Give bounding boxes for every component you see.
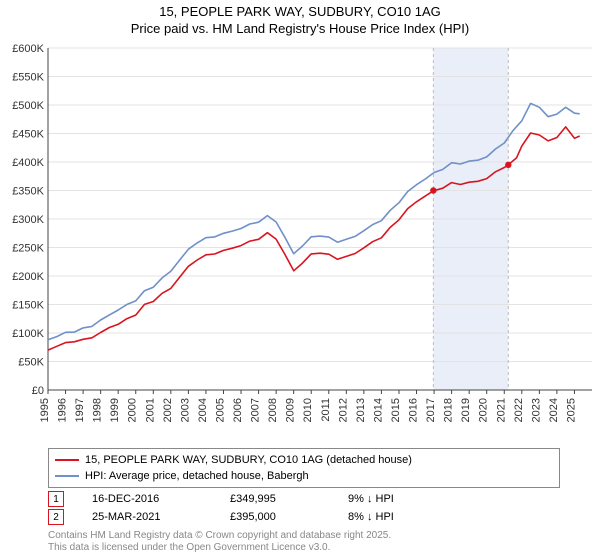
svg-text:1997: 1997 <box>74 398 86 422</box>
svg-text:2025: 2025 <box>565 398 577 422</box>
svg-text:2016: 2016 <box>408 398 420 422</box>
marker-delta: 8% ↓ HPI <box>348 511 438 523</box>
svg-text:2019: 2019 <box>460 398 472 422</box>
svg-text:1999: 1999 <box>109 398 121 422</box>
svg-text:2023: 2023 <box>530 398 542 422</box>
marker-number-box: 2 <box>48 509 64 525</box>
svg-text:£600K: £600K <box>12 43 44 55</box>
legend-row: 15, PEOPLE PARK WAY, SUDBURY, CO10 1AG (… <box>55 452 553 468</box>
marker-delta: 9% ↓ HPI <box>348 493 438 505</box>
marker-date: 25-MAR-2021 <box>92 511 202 523</box>
svg-text:2020: 2020 <box>478 398 490 422</box>
svg-text:2001: 2001 <box>144 398 156 422</box>
svg-text:2021: 2021 <box>495 398 507 422</box>
svg-text:£350K: £350K <box>12 186 44 198</box>
svg-text:£200K: £200K <box>12 271 44 283</box>
svg-text:£450K: £450K <box>12 129 44 141</box>
svg-text:2022: 2022 <box>513 398 525 422</box>
page-container: 15, PEOPLE PARK WAY, SUDBURY, CO10 1AG P… <box>0 0 600 560</box>
marker-price: £395,000 <box>230 511 320 523</box>
svg-text:2009: 2009 <box>285 398 297 422</box>
svg-text:£550K: £550K <box>12 72 44 84</box>
svg-text:2006: 2006 <box>232 398 244 422</box>
svg-text:2013: 2013 <box>355 398 367 422</box>
svg-text:2003: 2003 <box>179 398 191 422</box>
svg-text:2005: 2005 <box>214 398 226 422</box>
copyright-notice: Contains HM Land Registry data © Crown c… <box>48 530 391 554</box>
marker-price: £349,995 <box>230 493 320 505</box>
svg-text:£0: £0 <box>32 385 44 397</box>
svg-text:2002: 2002 <box>162 398 174 422</box>
svg-text:2000: 2000 <box>127 398 139 422</box>
svg-text:£300K: £300K <box>12 214 44 226</box>
marker-number-box: 1 <box>48 491 64 507</box>
svg-text:1995: 1995 <box>39 398 51 422</box>
svg-text:2010: 2010 <box>302 398 314 422</box>
svg-text:£100K: £100K <box>12 328 44 340</box>
svg-text:2004: 2004 <box>197 398 209 422</box>
svg-text:2012: 2012 <box>337 398 349 422</box>
chart-svg: £0 £50K £100K £150K £200K £250K £300K £350K £400… <box>0 40 600 440</box>
copyright-line-1: Contains HM Land Registry data © Crown c… <box>48 530 391 542</box>
svg-text:£500K: £500K <box>12 100 44 112</box>
svg-text:2011: 2011 <box>320 398 332 422</box>
svg-text:2017: 2017 <box>425 398 437 422</box>
marker-row: 1 16-DEC-2016 £349,995 9% ↓ HPI <box>48 490 438 508</box>
legend-swatch <box>55 475 79 477</box>
svg-text:£50K: £50K <box>18 357 44 369</box>
legend-box: 15, PEOPLE PARK WAY, SUDBURY, CO10 1AG (… <box>48 448 560 488</box>
svg-text:2008: 2008 <box>267 398 279 422</box>
copyright-line-2: This data is licensed under the Open Gov… <box>48 542 391 554</box>
legend-row: HPI: Average price, detached house, Babe… <box>55 468 553 484</box>
svg-text:1998: 1998 <box>92 398 104 422</box>
svg-text:£400K: £400K <box>12 157 44 169</box>
marker-table: 1 16-DEC-2016 £349,995 9% ↓ HPI 2 25-MAR-2021… <box>48 490 438 526</box>
chart-area: £0 £50K £100K £150K £200K £250K £300K £350K £400… <box>0 40 600 440</box>
svg-text:£250K: £250K <box>12 243 44 255</box>
chart-title: 15, PEOPLE PARK WAY, SUDBURY, CO10 1AG P… <box>0 0 600 38</box>
legend-label: 15, PEOPLE PARK WAY, SUDBURY, CO10 1AG (… <box>85 454 412 466</box>
svg-text:1996: 1996 <box>57 398 69 422</box>
marker-row: 2 25-MAR-2021 £395,000 8% ↓ HPI <box>48 508 438 526</box>
svg-text:2015: 2015 <box>390 398 402 422</box>
title-line-1: 15, PEOPLE PARK WAY, SUDBURY, CO10 1AG <box>0 4 600 21</box>
title-line-2: Price paid vs. HM Land Registry's House … <box>0 21 600 38</box>
svg-text:2014: 2014 <box>372 398 384 422</box>
legend-label: HPI: Average price, detached house, Babe… <box>85 470 309 482</box>
legend-swatch <box>55 459 79 461</box>
svg-text:2007: 2007 <box>250 398 262 422</box>
marker-date: 16-DEC-2016 <box>92 493 202 505</box>
svg-text:2018: 2018 <box>443 398 455 422</box>
svg-text:2024: 2024 <box>548 398 560 422</box>
svg-text:£150K: £150K <box>12 300 44 312</box>
